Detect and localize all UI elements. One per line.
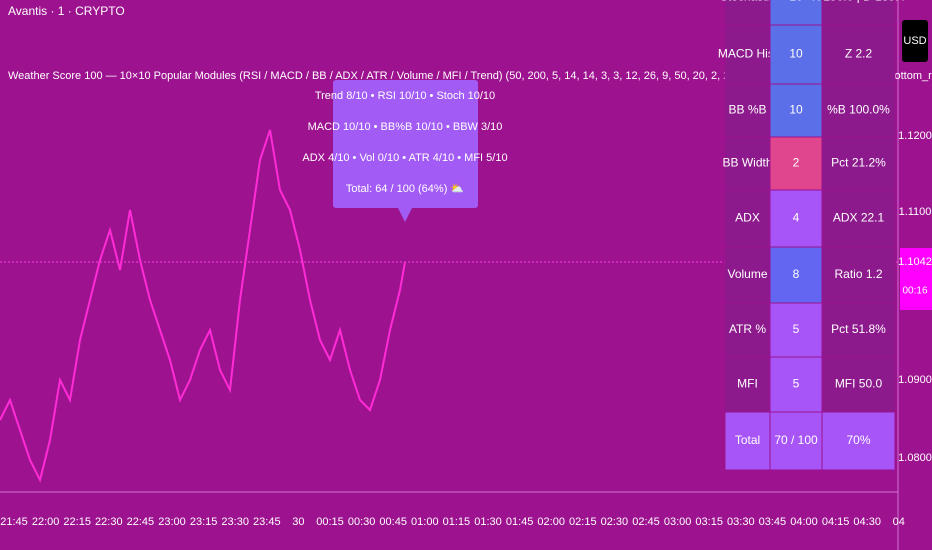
time-label: 01:30 xyxy=(474,516,502,528)
price-label: 1.1100 xyxy=(899,206,932,218)
tooltip-line: Trend 8/10 • RSI 10/10 • Stoch 10/10 xyxy=(315,90,495,102)
time-label: 01:00 xyxy=(411,516,439,528)
time-label: 03:15 xyxy=(695,516,723,528)
table-cell xyxy=(724,136,771,191)
table-cell xyxy=(769,246,823,304)
table-cell xyxy=(821,302,896,358)
table-text: BB Width xyxy=(722,156,772,170)
table-text: ATR % xyxy=(729,322,766,336)
time-label: 22:00 xyxy=(32,516,60,528)
time-label: 02:15 xyxy=(569,516,597,528)
table-text: 10 xyxy=(789,0,803,4)
table-text: MFI xyxy=(737,377,758,391)
time-label: 00:15 xyxy=(316,516,344,528)
table-cell xyxy=(769,189,823,248)
price-line xyxy=(0,129,406,483)
table-cell xyxy=(821,83,896,138)
time-label: 23:15 xyxy=(190,516,218,528)
last-price: 1.1042 xyxy=(898,256,932,268)
time-label: 03:45 xyxy=(759,516,787,528)
table-text: Pct 51.8% xyxy=(831,322,886,336)
time-label: 22:15 xyxy=(63,516,91,528)
table-text: Pct 21.2% xyxy=(831,156,886,170)
last-price-tag xyxy=(900,248,932,310)
table-cell xyxy=(821,136,896,191)
table-cell xyxy=(724,189,771,248)
table-text: Stochastic xyxy=(720,0,775,4)
table-text: BB %B xyxy=(728,103,766,117)
tooltip-line: ADX 4/10 • Vol 0/10 • ATR 4/10 • MFI 5/1… xyxy=(302,152,507,164)
time-label: 21:45 xyxy=(0,516,28,528)
table-text: 5 xyxy=(793,377,800,391)
tooltip-pointer xyxy=(398,208,412,222)
time-label: 02:45 xyxy=(632,516,660,528)
table-text: MFI 50.0 xyxy=(835,377,883,391)
table-cell xyxy=(769,0,823,26)
time-label: 23:00 xyxy=(158,516,186,528)
table-text: Ratio 1.2 xyxy=(834,267,882,281)
time-label: 22:30 xyxy=(95,516,123,528)
symbol: Avantis · 1 · CRYPTO xyxy=(8,4,125,18)
table-text: 4 xyxy=(793,211,800,225)
table-text: 70 / 100 xyxy=(774,433,818,447)
time-label: 00:30 xyxy=(348,516,376,528)
table-cell xyxy=(769,411,823,471)
time-label: 04:30 xyxy=(853,516,881,528)
table-text: 8 xyxy=(793,267,800,281)
table-cell xyxy=(821,411,896,471)
time-label: 02:30 xyxy=(601,516,629,528)
countdown: 00:16 xyxy=(902,286,927,297)
tooltip-line: Total: 64 / 100 (64%) ⛅ xyxy=(346,183,465,195)
tooltip-line: MACD 10/10 • BB%B 10/10 • BBW 3/10 xyxy=(308,121,503,133)
price-label: 1.0800 xyxy=(898,452,932,464)
time-label: 23:30 xyxy=(221,516,249,528)
table-cell xyxy=(821,189,896,248)
tooltip xyxy=(333,80,478,208)
price-label: 1.1200 xyxy=(898,130,932,142)
table-text: %B 100.0% xyxy=(827,103,890,117)
table-cell xyxy=(821,356,896,413)
table-text: 5 xyxy=(793,322,800,336)
table-cell xyxy=(724,246,771,304)
indicator-title: Weather Score 100 — 10×10 Popular Module… xyxy=(8,70,932,82)
table-text: 70% xyxy=(846,433,870,447)
table-text: 10 xyxy=(789,103,803,117)
currency-box[interactable] xyxy=(902,20,928,62)
table-cell xyxy=(769,83,823,138)
table-text: ADX xyxy=(735,211,760,225)
table-cell xyxy=(724,411,771,471)
table-cell xyxy=(724,356,771,413)
time-label: 01:15 xyxy=(443,516,471,528)
time-label: 04:15 xyxy=(822,516,850,528)
currency: USD xyxy=(903,35,926,47)
time-label: 04 xyxy=(893,516,905,528)
table-cell xyxy=(821,0,896,26)
time-label: 02:00 xyxy=(537,516,565,528)
table-text: ADX 22.1 xyxy=(833,211,885,225)
table-text: K 150.0 | D 139.4 xyxy=(812,0,906,4)
table-cell xyxy=(724,302,771,358)
table-cell xyxy=(821,246,896,304)
time-label: 00:45 xyxy=(379,516,407,528)
table-text: 2 xyxy=(793,156,800,170)
time-label: 01:45 xyxy=(506,516,534,528)
time-label: 30 xyxy=(292,516,304,528)
table-text: 10 xyxy=(789,47,803,61)
price-label: 1.0900 xyxy=(898,374,932,386)
table-text: Volume xyxy=(727,267,767,281)
table-cell xyxy=(724,0,771,26)
table-text: MACD Hist xyxy=(718,47,778,61)
time-label: 03:00 xyxy=(664,516,692,528)
time-label: 22:45 xyxy=(127,516,155,528)
table-cell xyxy=(769,356,823,413)
time-label: 03:30 xyxy=(727,516,755,528)
table-text: Total xyxy=(735,433,760,447)
table-text: Z 2.2 xyxy=(845,47,873,61)
time-label: 04:00 xyxy=(790,516,818,528)
time-label: 23:45 xyxy=(253,516,281,528)
